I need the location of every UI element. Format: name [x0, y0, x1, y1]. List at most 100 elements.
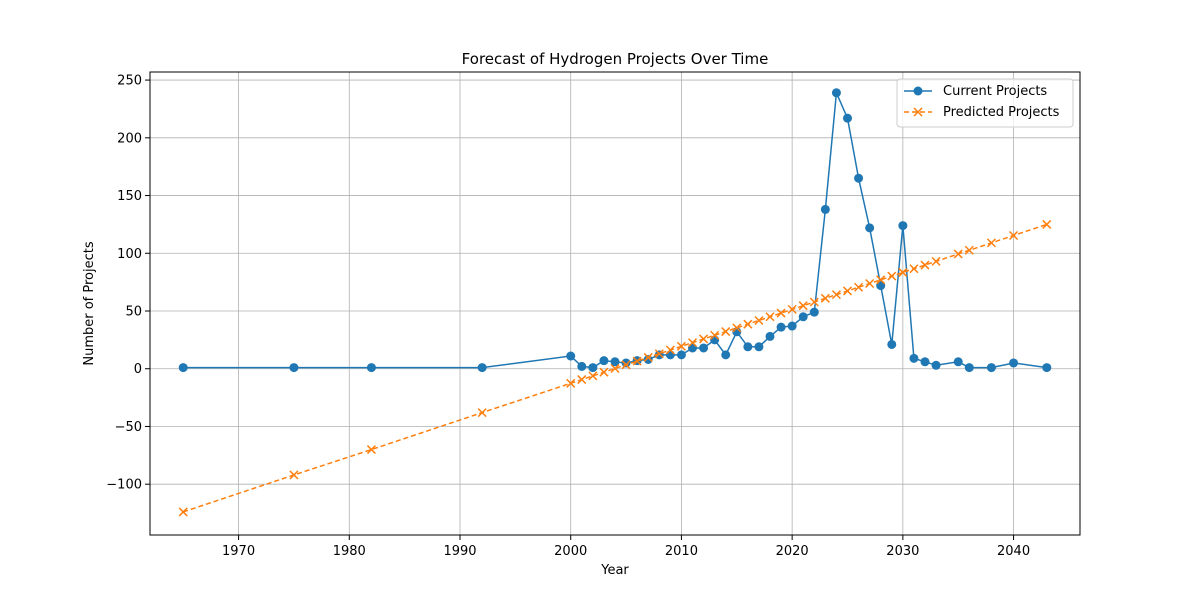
predicted-projects-point: [986, 238, 996, 248]
y-axis-label: Number of Projects: [82, 241, 97, 365]
current-projects-point: [643, 354, 653, 364]
predicted-projects-point: [920, 260, 930, 270]
y-tick-label: 0: [134, 362, 142, 377]
predicted-projects-point: [676, 341, 686, 351]
current-projects-point: [865, 223, 875, 233]
current-projects-point: [898, 221, 908, 231]
current-projects-point: [477, 363, 487, 373]
x-tick-label: 2010: [665, 544, 698, 559]
current-projects-point: [289, 363, 299, 373]
predicted-projects-point: [665, 345, 675, 355]
predicted-projects-point: [831, 290, 841, 300]
predicted-projects-point: [566, 378, 576, 388]
predicted-projects-point: [898, 267, 908, 277]
series-predicted-projects: [178, 219, 1052, 517]
predicted-projects-point: [809, 297, 819, 307]
predicted-projects-point: [776, 308, 786, 318]
legend-label-predicted: Predicted Projects: [943, 105, 1060, 120]
predicted-projects-point: [787, 304, 797, 314]
y-tick-label: 150: [117, 189, 142, 204]
predicted-projects-point: [909, 264, 919, 274]
current-projects-point: [953, 357, 963, 367]
predicted-projects-point: [366, 445, 376, 455]
x-tick-label: 2020: [776, 544, 809, 559]
predicted-projects-point: [820, 293, 830, 303]
current-projects-point: [809, 307, 819, 317]
current-projects-point: [721, 350, 731, 360]
plot-area-frame: [149, 71, 1081, 536]
predicted-projects-point: [599, 367, 609, 377]
predicted-projects-point: [632, 356, 642, 366]
predicted-projects-point: [289, 470, 299, 480]
y-tick-label: 100: [117, 247, 142, 262]
predicted-projects-point: [743, 319, 753, 329]
current-projects-point: [831, 88, 841, 98]
predicted-projects-point: [178, 507, 188, 517]
predicted-projects-point: [643, 352, 653, 362]
current-projects-point: [931, 360, 941, 370]
y-tick-label: −100: [106, 478, 142, 493]
current-projects-point: [843, 113, 852, 123]
current-projects-point: [754, 342, 764, 352]
current-projects-point: [854, 173, 864, 183]
legend-marker-current: [913, 86, 923, 96]
predicted-projects-point: [477, 408, 487, 418]
y-tick-label: 200: [117, 131, 142, 146]
predicted-projects-point: [687, 338, 698, 348]
current-projects-point: [743, 342, 753, 352]
predicted-projects-point: [931, 256, 941, 266]
predicted-projects-point: [577, 375, 587, 385]
predicted-projects-point: [1009, 230, 1019, 241]
y-tick-label: 250: [117, 74, 142, 89]
current-projects-point: [820, 204, 830, 214]
predicted-projects-point: [887, 271, 897, 281]
current-projects-point: [765, 331, 775, 341]
current-projects-point: [621, 358, 631, 368]
predicted-projects-point: [699, 334, 709, 344]
y-tick-label: 50: [125, 305, 142, 320]
current-projects-point: [986, 363, 996, 373]
x-tick-label: 1990: [443, 544, 476, 559]
x-tick-label: 2000: [554, 544, 587, 559]
current-projects-point: [699, 343, 709, 353]
predicted-projects-point: [1042, 219, 1052, 229]
current-projects-point: [577, 361, 587, 371]
x-tick-label: 2040: [997, 544, 1030, 559]
current-projects-point: [178, 363, 188, 373]
predicted-projects-point: [842, 286, 853, 296]
current-projects-point: [787, 321, 797, 331]
current-projects-point: [366, 363, 376, 373]
predicted-projects-point: [721, 327, 731, 337]
current-projects-point: [964, 363, 974, 373]
predicted-projects-point: [654, 349, 664, 359]
current-projects-point: [909, 353, 919, 363]
legend-label-current: Current Projects: [943, 84, 1047, 99]
predicted-projects-point: [865, 278, 875, 289]
current-projects-point: [566, 351, 576, 361]
x-axis-label: Year: [600, 563, 629, 578]
y-tick-label: −50: [115, 420, 142, 435]
predicted-projects-point: [953, 249, 963, 259]
current-projects-point: [610, 357, 620, 367]
current-projects-point: [1009, 358, 1019, 368]
predicted-projects-point: [964, 245, 974, 255]
predicted-projects-point: [854, 282, 864, 292]
predicted-projects-point: [710, 330, 720, 340]
current-projects-point: [599, 356, 609, 366]
x-tick-label: 1970: [222, 544, 255, 559]
predicted-projects-point: [765, 312, 775, 322]
predicted-projects-point: [754, 315, 764, 326]
current-projects-point: [1042, 363, 1052, 373]
current-projects-point: [676, 350, 686, 360]
predicted-projects-point: [621, 360, 631, 370]
x-tick-label: 2030: [886, 544, 919, 559]
chart-legend: Current Projects Predicted Projects: [896, 78, 1074, 128]
legend-marker-predicted: [913, 107, 923, 117]
current-projects-point: [798, 312, 808, 322]
chart-title: Forecast of Hydrogen Projects Over Time: [462, 50, 769, 68]
legend-box: [896, 78, 1074, 128]
predicted-projects-point: [610, 363, 620, 374]
predicted-projects-point: [876, 275, 886, 285]
